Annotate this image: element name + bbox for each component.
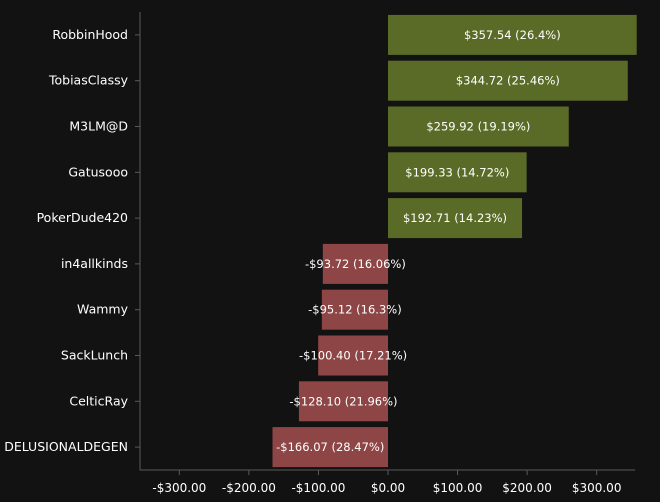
bar-8[interactable] bbox=[298, 381, 388, 422]
y-tick-label: TobiasClassy bbox=[48, 73, 129, 88]
bar-data-label: $199.33 (14.72%) bbox=[405, 165, 509, 179]
x-tick-label: -$200.00 bbox=[222, 481, 276, 495]
y-tick-label: CelticRay bbox=[69, 393, 128, 408]
bar-data-label: -$95.12 (16.3%) bbox=[308, 303, 402, 317]
bar-6[interactable] bbox=[321, 289, 388, 330]
bar-0[interactable] bbox=[388, 14, 637, 55]
bar-data-label: $357.54 (26.4%) bbox=[464, 28, 561, 42]
x-tick-label: $200.00 bbox=[502, 481, 552, 495]
x-tick-label: -$100.00 bbox=[291, 481, 345, 495]
bar-3[interactable] bbox=[388, 152, 527, 193]
bar-data-label: $344.72 (25.46%) bbox=[456, 74, 560, 88]
x-tick-label: $100.00 bbox=[433, 481, 483, 495]
bar-data-label: -$166.07 (28.47%) bbox=[276, 440, 384, 454]
bars-layer bbox=[272, 14, 637, 468]
bar-5[interactable] bbox=[322, 243, 388, 284]
y-tick-label: Wammy bbox=[77, 302, 129, 317]
y-tick-label: RobbinHood bbox=[52, 27, 128, 42]
y-tick-label: DELUSIONALDEGEN bbox=[4, 439, 128, 454]
y-tick-label: PokerDude420 bbox=[37, 210, 128, 225]
x-tick-label: $0.00 bbox=[371, 481, 405, 495]
bar-data-label: -$93.72 (16.06%) bbox=[305, 257, 406, 271]
bar-1[interactable] bbox=[388, 60, 628, 101]
bar-7[interactable] bbox=[318, 335, 388, 376]
y-axis: RobbinHood TobiasClassy M3LM@D Gatusooo Poke… bbox=[4, 12, 141, 470]
bar-labels-layer: $357.54 (26.4%) $344.72 (25.46%) $259.92 (… bbox=[276, 28, 561, 454]
bar-data-label: $259.92 (19.19%) bbox=[426, 120, 530, 134]
y-tick-label: in4allkinds bbox=[61, 256, 128, 271]
x-axis: -$300.00 -$200.00 -$100.00 $0.00 $100.00 $200… bbox=[140, 469, 635, 495]
x-tick-label: -$300.00 bbox=[152, 481, 206, 495]
y-tick-label: Gatusooo bbox=[68, 164, 128, 179]
bar-4[interactable] bbox=[388, 198, 523, 239]
bar-data-label: -$128.10 (21.96%) bbox=[289, 394, 397, 408]
y-tick-label: SackLunch bbox=[61, 348, 128, 363]
bar-2[interactable] bbox=[388, 106, 569, 147]
y-tick-label: M3LM@D bbox=[69, 119, 128, 134]
bar-data-label: $192.71 (14.23%) bbox=[403, 211, 507, 225]
x-tick-label: $300.00 bbox=[572, 481, 622, 495]
bar-data-label: -$100.40 (17.21%) bbox=[299, 349, 407, 363]
bar-9[interactable] bbox=[272, 427, 388, 468]
